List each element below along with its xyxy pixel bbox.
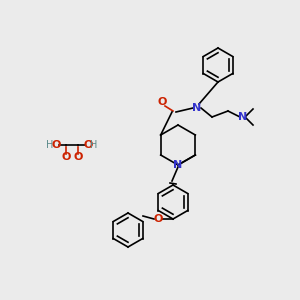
- Text: H: H: [90, 140, 98, 150]
- Text: O: O: [153, 214, 163, 224]
- Text: O: O: [157, 97, 167, 107]
- Text: O: O: [61, 152, 71, 162]
- Text: N: N: [238, 112, 247, 122]
- Text: H: H: [46, 140, 54, 150]
- Text: N: N: [173, 160, 183, 170]
- Text: O: O: [73, 152, 83, 162]
- Text: O: O: [83, 140, 93, 150]
- Text: N: N: [192, 103, 202, 113]
- Text: O: O: [51, 140, 61, 150]
